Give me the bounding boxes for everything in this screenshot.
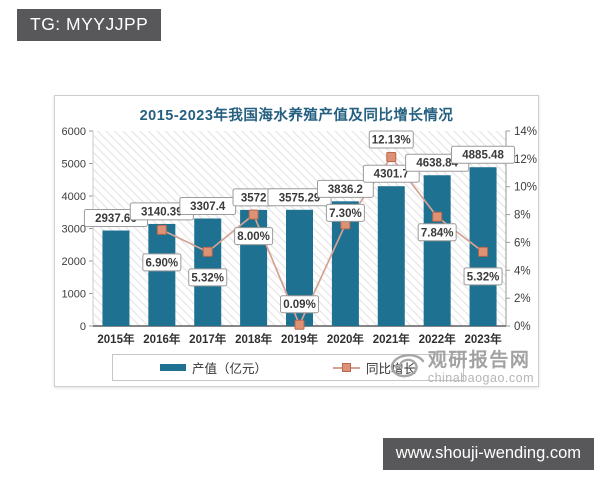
- svg-text:0.09%: 0.09%: [283, 299, 316, 311]
- svg-text:2018年: 2018年: [235, 332, 273, 346]
- svg-text:7.30%: 7.30%: [329, 208, 362, 220]
- svg-text:2000: 2000: [62, 256, 86, 268]
- svg-text:3000: 3000: [62, 224, 86, 236]
- svg-text:6.90%: 6.90%: [146, 257, 179, 269]
- svg-text:12.13%: 12.13%: [372, 135, 411, 147]
- legend: 产值（亿元） 同比增长: [112, 354, 464, 381]
- svg-text:6%: 6%: [514, 237, 531, 249]
- svg-text:4%: 4%: [514, 265, 531, 277]
- svg-text:6000: 6000: [62, 126, 86, 138]
- svg-text:4885.48: 4885.48: [462, 150, 504, 162]
- site-badge: www.shouji-wending.com: [382, 438, 594, 470]
- svg-text:3140.39: 3140.39: [141, 206, 183, 218]
- svg-text:4638.84: 4638.84: [416, 158, 458, 170]
- site-badge-text: www.shouji-wending.com: [395, 444, 581, 462]
- svg-text:2015年: 2015年: [97, 332, 135, 346]
- svg-text:3836.2: 3836.2: [328, 184, 363, 196]
- svg-text:2023年: 2023年: [465, 332, 503, 346]
- svg-text:4000: 4000: [62, 191, 86, 203]
- svg-text:2019年: 2019年: [281, 332, 319, 346]
- svg-text:5.32%: 5.32%: [191, 272, 224, 284]
- chart-title: 2015-2023年我国海水养殖产值及同比增长情况: [139, 108, 454, 124]
- svg-text:2021年: 2021年: [373, 332, 411, 346]
- legend-label-output-value: 产值（亿元）: [191, 362, 267, 376]
- svg-text:2022年: 2022年: [419, 332, 457, 346]
- svg-text:3575.29: 3575.29: [279, 192, 321, 204]
- bar-series-swatch-icon: [159, 364, 186, 371]
- svg-text:2016年: 2016年: [143, 332, 181, 346]
- svg-text:14%: 14%: [514, 126, 537, 138]
- legend-item-output-value: 产值（亿元）: [159, 358, 267, 377]
- legend-item-yoy-growth: 同比增长: [333, 358, 416, 377]
- svg-text:8.00%: 8.00%: [237, 231, 270, 243]
- line-series-swatch-icon: [333, 363, 360, 372]
- svg-text:10%: 10%: [514, 182, 537, 194]
- svg-text:5000: 5000: [62, 159, 86, 171]
- legend-label-yoy-growth: 同比增长: [366, 362, 417, 376]
- svg-text:0: 0: [80, 321, 86, 333]
- svg-text:2%: 2%: [514, 293, 531, 305]
- svg-text:4301.7: 4301.7: [374, 169, 409, 181]
- svg-text:7.84%: 7.84%: [421, 227, 454, 239]
- channel-badge: TG: MYYJJPP: [17, 9, 162, 41]
- combo-chart: 0 1000 2000 3000 4000 5000 6000 0% 2% 4% 6% 8% 10% 12…: [62, 126, 538, 346]
- svg-text:0%: 0%: [514, 321, 531, 333]
- chart-card: 0 1000 2000 3000 4000 5000 6000 0% 2% 4% 6% 8% 10% 12…: [54, 95, 539, 387]
- svg-text:8%: 8%: [514, 210, 531, 222]
- svg-text:2020年: 2020年: [327, 332, 365, 346]
- svg-text:2017年: 2017年: [189, 332, 227, 346]
- channel-badge-text: TG: MYYJJPP: [30, 14, 149, 34]
- svg-text:3572: 3572: [241, 192, 267, 204]
- svg-text:3307.4: 3307.4: [190, 201, 226, 213]
- svg-text:2937.66: 2937.66: [95, 213, 137, 225]
- svg-text:5.32%: 5.32%: [467, 271, 500, 283]
- svg-text:1000: 1000: [62, 289, 86, 301]
- svg-text:12%: 12%: [514, 154, 537, 166]
